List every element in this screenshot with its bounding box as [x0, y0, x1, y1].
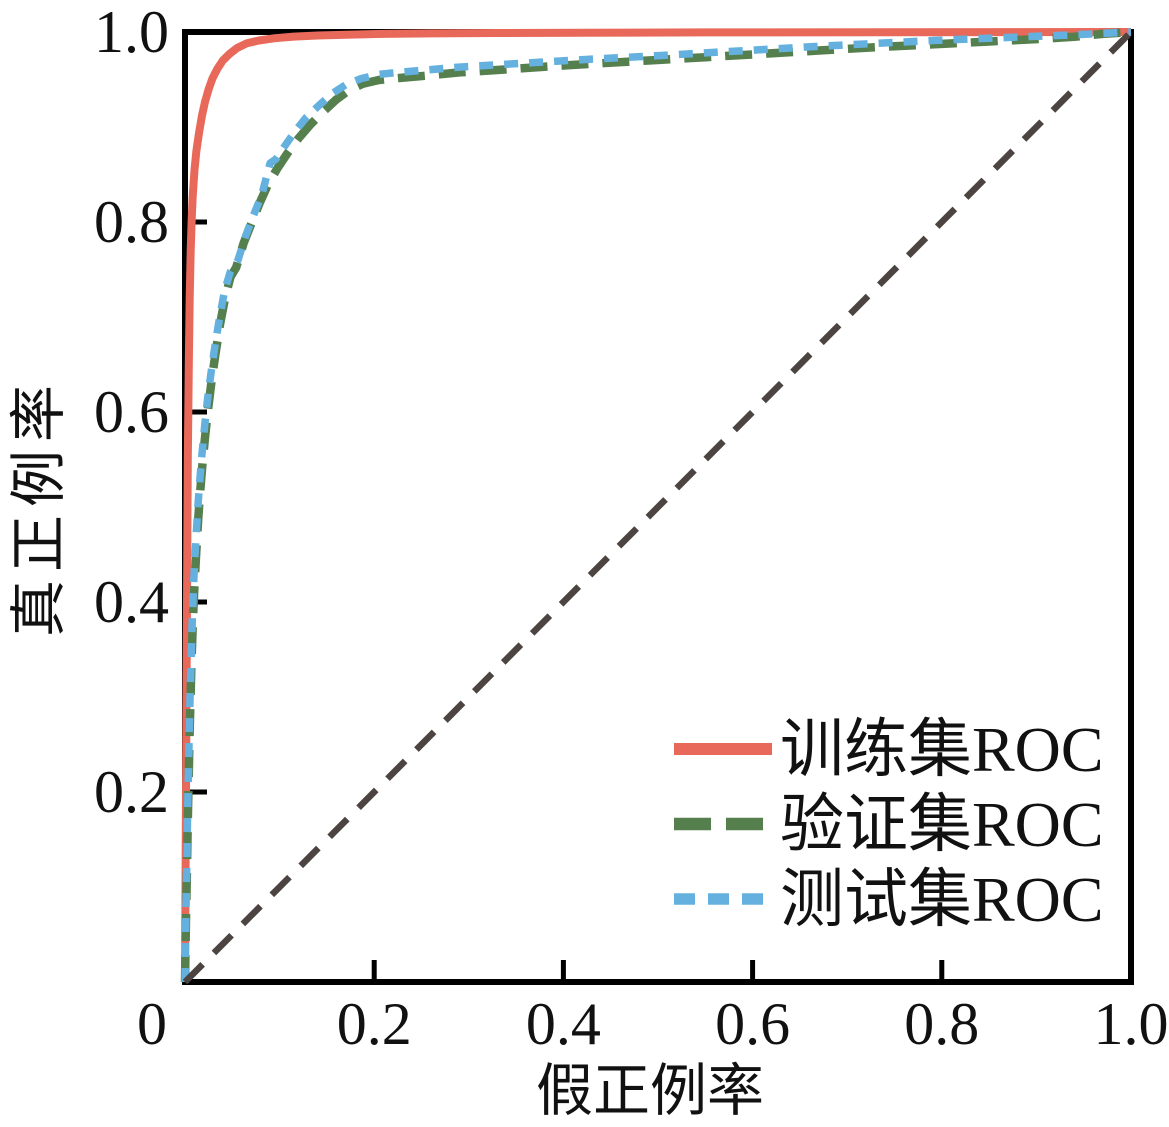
x-tick-label: 0.8 [904, 991, 979, 1057]
y-tick-label: 0.2 [94, 759, 169, 825]
y-axis-label: 真正例率 [8, 377, 71, 637]
legend-item-test: 测试集ROC [674, 864, 1104, 935]
roc-curve-train [181, 28, 1132, 983]
legend-item-validation: 验证集ROC [674, 789, 1104, 860]
y-tick-label: 0.6 [94, 379, 169, 445]
x-tick-label: 0 [137, 991, 167, 1057]
x-tick-label: 0.2 [337, 991, 412, 1057]
y-tick-label: 0.8 [94, 189, 169, 255]
y-tick-label: 0.4 [94, 569, 169, 635]
x-axis-label: 假正例率 [536, 1060, 764, 1123]
x-tick-label: 1.0 [1094, 991, 1169, 1057]
legend-label-test: 测试集ROC [780, 864, 1104, 935]
x-tick-label: 0.4 [526, 991, 601, 1057]
y-tick-label: 1.0 [94, 0, 169, 65]
legend-label-validation: 验证集ROC [780, 789, 1104, 860]
x-tick-label: 0.6 [715, 991, 790, 1057]
reference-diagonal [182, 29, 1134, 985]
roc-curve-test [181, 28, 1132, 983]
legend-item-train: 训练集ROC [674, 714, 1104, 785]
legend-label-train: 训练集ROC [780, 714, 1104, 785]
